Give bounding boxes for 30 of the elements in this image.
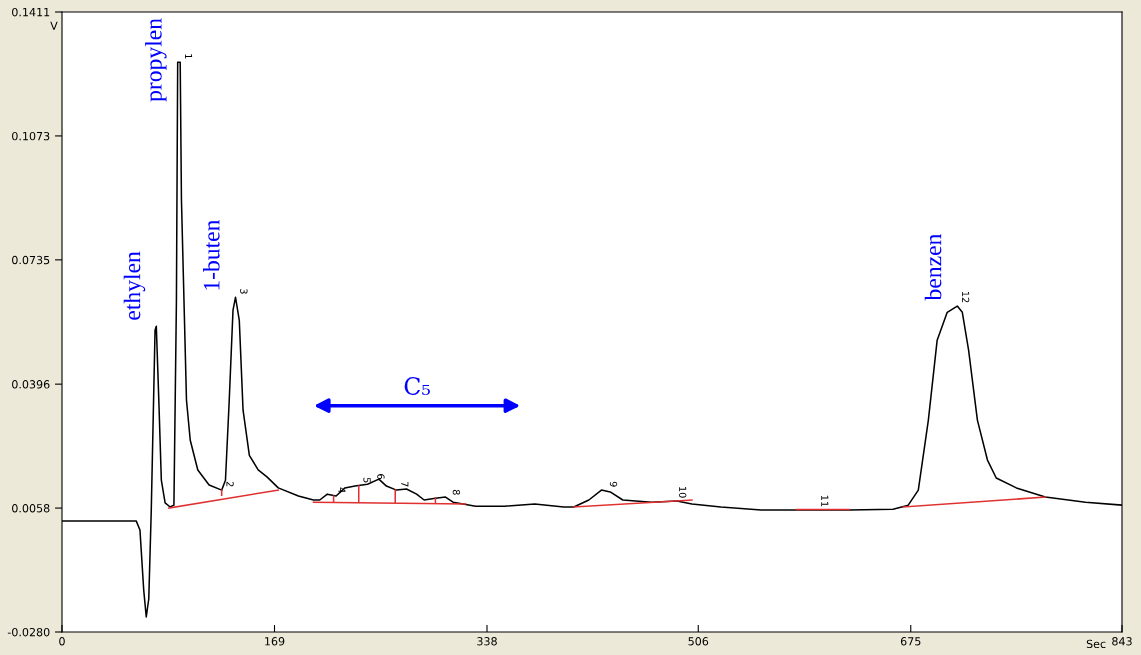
- annotation: 7: [401, 481, 409, 487]
- annotation: 2: [226, 481, 234, 487]
- y-tick-label: 0.0396: [12, 380, 50, 389]
- x-tick-label: 0: [59, 637, 65, 646]
- y-axis-title: V: [50, 21, 58, 30]
- y-tick-label: -0.0280: [7, 627, 50, 637]
- annotation: 6: [377, 474, 385, 480]
- y-tick-label: 0.1073: [12, 131, 50, 141]
- annotation: 1: [185, 54, 193, 59]
- annotation: C₅: [404, 377, 430, 395]
- x-tick-label: 338: [477, 637, 497, 646]
- annotation: 12: [962, 291, 970, 303]
- annotation: ethylen: [123, 251, 146, 320]
- annotation: 10: [679, 487, 687, 498]
- x-tick-label: 169: [265, 637, 285, 646]
- x-axis-title: Sec: [1086, 639, 1106, 649]
- annotation: 5: [363, 477, 371, 483]
- x-tick-label: 675: [900, 637, 921, 646]
- annotation: benzen: [924, 234, 942, 301]
- annotation: 9: [609, 481, 618, 487]
- y-tick-label: 0.0735: [12, 255, 50, 265]
- annotation: propylen: [145, 18, 167, 102]
- x-tick-label: 843: [1112, 637, 1132, 646]
- x-tick-label: 506: [688, 637, 709, 646]
- annotation: 11: [821, 495, 829, 507]
- annotation: 1-buten: [203, 219, 220, 290]
- y-tick-label: 0.0058: [12, 504, 50, 513]
- annotation: 3: [240, 289, 248, 294]
- annotation: 8: [452, 489, 461, 495]
- y-tick-label: 0.1411: [12, 7, 50, 17]
